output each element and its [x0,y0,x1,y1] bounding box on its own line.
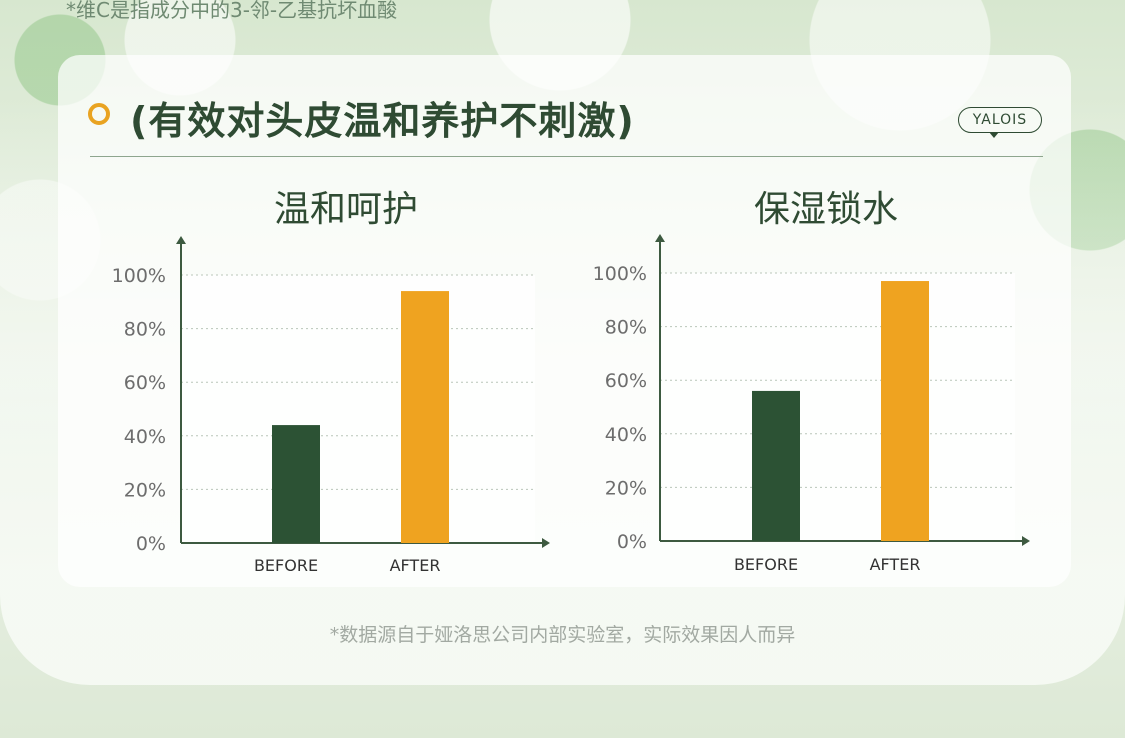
bar-after [881,281,929,541]
y-tick-label: 0% [136,533,166,555]
brand-badge: YALOIS [958,107,1042,138]
y-tick-label: 20% [124,479,166,501]
bar-after [401,291,449,543]
section-title: (有效对头皮温和养护不刺激) [130,99,635,143]
y-tick-label: 60% [605,370,647,392]
y-tick-label: 40% [605,424,647,446]
bar-before [272,425,320,543]
footnote: *数据源自于娅洛思公司内部实验室，实际效果因人而异 [329,624,796,646]
x-category-label: BEFORE [734,555,798,574]
circle-bullet-icon [88,103,110,125]
y-tick-label: 0% [617,531,647,553]
title-divider [90,156,1043,157]
y-tick-label: 100% [112,265,166,287]
chart-2-title: 保湿锁水 [754,189,899,230]
y-axis-arrow-icon [655,234,665,242]
plot-area [181,275,535,543]
bar-before [752,390,800,541]
y-tick-label: 40% [124,426,166,448]
x-axis-arrow-icon [542,538,550,548]
y-tick-label: 20% [605,477,647,499]
plot-area [660,273,1015,541]
y-tick-label: 80% [124,319,166,341]
x-category-label: AFTER [390,556,441,575]
y-tick-label: 80% [605,317,647,339]
x-category-label: BEFORE [254,556,318,575]
y-tick-label: 60% [124,372,166,394]
chart-1-title: 温和呵护 [274,189,419,230]
y-tick-label: 100% [593,263,647,285]
top-note: *维C是指成分中的3-邻-乙基抗坏血酸 [66,0,398,22]
x-category-label: AFTER [870,555,921,574]
y-axis-arrow-icon [176,236,186,244]
x-axis-arrow-icon [1022,536,1030,546]
